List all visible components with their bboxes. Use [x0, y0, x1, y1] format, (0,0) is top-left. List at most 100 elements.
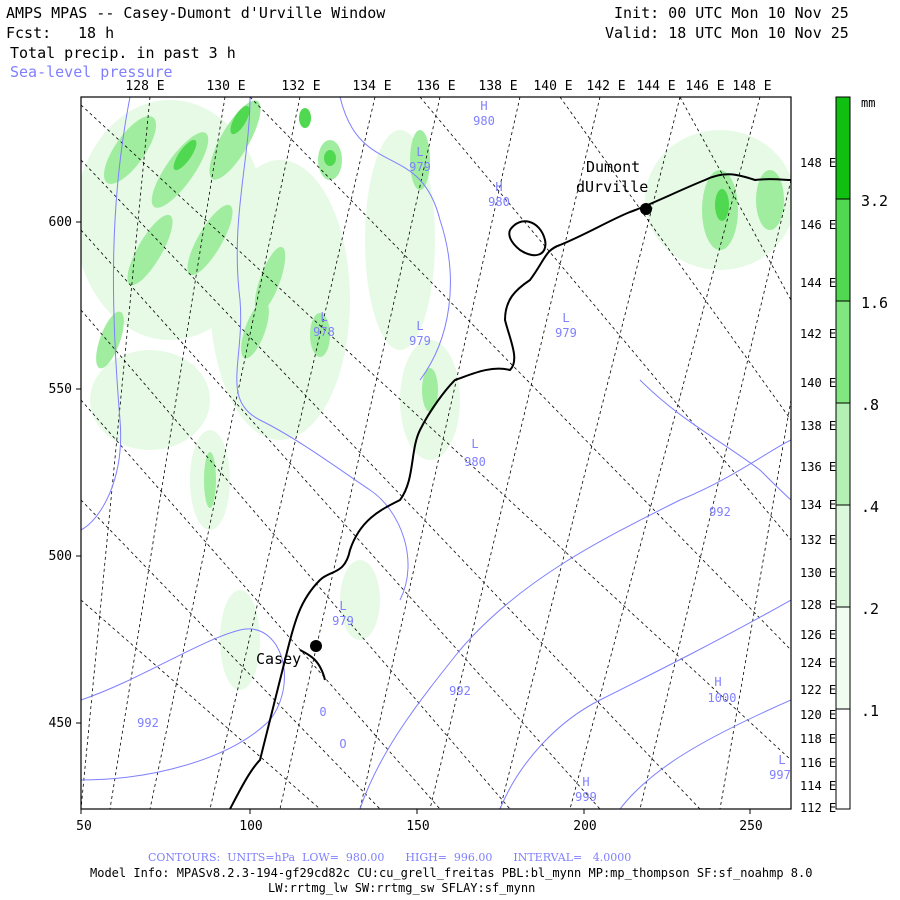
svg-text:142 E: 142 E [800, 327, 836, 341]
lon-label: 136 E [416, 79, 455, 94]
svg-text:140 E: 140 E [800, 376, 836, 390]
lon-label: 140 E [533, 79, 572, 94]
svg-text:130 E: 130 E [800, 566, 836, 580]
svg-text:116 E: 116 E [800, 756, 836, 770]
svg-text:978: 978 [313, 325, 335, 339]
y-axis-ticks [76, 221, 81, 724]
svg-text:H: H [714, 675, 721, 689]
svg-text:1.6: 1.6 [861, 294, 888, 312]
lon-label: 142 E [586, 79, 625, 94]
svg-text:.4: .4 [861, 498, 879, 516]
svg-text:H: H [582, 775, 589, 789]
lon-label: 138 E [478, 79, 517, 94]
svg-text:L: L [416, 145, 423, 159]
overlay-name: Sea-level pressure [10, 63, 173, 81]
svg-text:.1: .1 [861, 702, 879, 720]
svg-text:992: 992 [449, 684, 471, 698]
init-time: Init: 00 UTC Mon 10 Nov 25 [614, 4, 849, 22]
svg-text:120 E: 120 E [800, 708, 836, 722]
forecast-hour: 18 h [78, 24, 115, 42]
forecast-label: Fcst: [6, 24, 52, 42]
svg-text:997: 997 [769, 768, 791, 782]
svg-text:144 E: 144 E [800, 276, 836, 290]
svg-text:134 E: 134 E [800, 498, 836, 512]
coastline [229, 173, 791, 809]
svg-text:980: 980 [488, 195, 510, 209]
svg-text:L: L [562, 311, 569, 325]
valid-time: Valid: 18 UTC Mon 10 Nov 25 [605, 24, 849, 42]
map-title: AMPS MPAS -- Casey-Dumont d'Urville Wind… [6, 4, 386, 22]
svg-text:992: 992 [709, 505, 731, 519]
latlon-grid [81, 97, 791, 809]
svg-text:146 E: 146 E [800, 218, 836, 232]
svg-text:118 E: 118 E [800, 732, 836, 746]
svg-text:.8: .8 [861, 396, 879, 414]
field-name: Total precip. in past 3 h [10, 44, 236, 62]
svg-text:L: L [416, 319, 423, 333]
y-axis-labels: 600 550 500 450 [49, 215, 72, 731]
plot-frame [80, 96, 792, 810]
svg-text:0: 0 [319, 705, 326, 719]
lon-label: 134 E [352, 79, 391, 94]
dumont-durville-label-line2: dUrville [576, 178, 648, 196]
svg-text:3.2: 3.2 [861, 192, 888, 210]
svg-text:979: 979 [332, 614, 354, 628]
pressure-labels: H 980 L 979 H 980 L 978 L 979 L 979 L 98… [137, 99, 791, 804]
svg-text:H: H [495, 180, 502, 194]
svg-text:250: 250 [739, 819, 762, 834]
svg-text:138 E: 138 E [800, 419, 836, 433]
svg-text:150: 150 [406, 819, 429, 834]
svg-text:550: 550 [49, 382, 72, 397]
svg-text:100: 100 [239, 819, 262, 834]
svg-text:128 E: 128 E [800, 598, 836, 612]
precip-shading [81, 100, 791, 690]
svg-text:500: 500 [49, 549, 72, 564]
precip-colorbar [835, 96, 851, 810]
model-info-line2: LW:rrtmg_lw SW:rrtmg_sw SFLAY:sf_mynn [268, 881, 536, 895]
svg-text:148 E: 148 E [800, 156, 836, 170]
lon-label: 130 E [206, 79, 245, 94]
svg-text:L: L [320, 310, 327, 324]
top-longitude-labels: 128 E 130 E 132 E 134 E 136 E 138 E 140 … [125, 79, 771, 94]
colorbar-unit: mm [861, 96, 875, 110]
svg-text:200: 200 [573, 819, 596, 834]
svg-text:112 E: 112 E [800, 801, 836, 815]
x-axis-labels: 50 100 150 200 250 [76, 819, 763, 834]
svg-text:.2: .2 [861, 600, 879, 618]
svg-text:980: 980 [473, 114, 495, 128]
svg-text:450: 450 [49, 716, 72, 731]
svg-text:124 E: 124 E [800, 656, 836, 670]
lon-label: 146 E [685, 79, 724, 94]
svg-text:H: H [480, 99, 487, 113]
casey-station-label: Casey [256, 650, 301, 668]
casey-station-marker [310, 640, 322, 652]
lon-label: 128 E [125, 79, 164, 94]
x-axis-ticks [80, 809, 751, 814]
dumont-durville-station-marker [640, 203, 652, 215]
svg-text:114 E: 114 E [800, 779, 836, 793]
slp-contours [81, 97, 791, 809]
svg-text:992: 992 [137, 716, 159, 730]
lon-label: 132 E [281, 79, 320, 94]
model-info: Model Info: MPASv8.2.3-194-gf29cd82c CU:… [90, 866, 813, 880]
svg-text:126 E: 126 E [800, 628, 836, 642]
lon-label: 148 E [732, 79, 771, 94]
dumont-durville-label-line1: Dumont [586, 158, 640, 176]
right-longitude-labels: 148 E 146 E 144 E 142 E 140 E 138 E 136 … [800, 156, 836, 815]
svg-text:L: L [339, 599, 346, 613]
lon-label: 144 E [636, 79, 675, 94]
svg-text:136 E: 136 E [800, 460, 836, 474]
svg-text:122 E: 122 E [800, 683, 836, 697]
svg-text:600: 600 [49, 215, 72, 230]
svg-text:979: 979 [409, 160, 431, 174]
svg-text:979: 979 [555, 326, 577, 340]
svg-text:132 E: 132 E [800, 533, 836, 547]
svg-text:O: O [339, 737, 346, 751]
colorbar-labels: mm 3.2 1.6 .8 .4 .2 .1 [861, 96, 888, 720]
svg-text:L: L [471, 437, 478, 451]
svg-text:L: L [778, 753, 785, 767]
svg-text:980: 980 [464, 455, 486, 469]
svg-text:50: 50 [76, 819, 92, 834]
svg-text:979: 979 [409, 334, 431, 348]
